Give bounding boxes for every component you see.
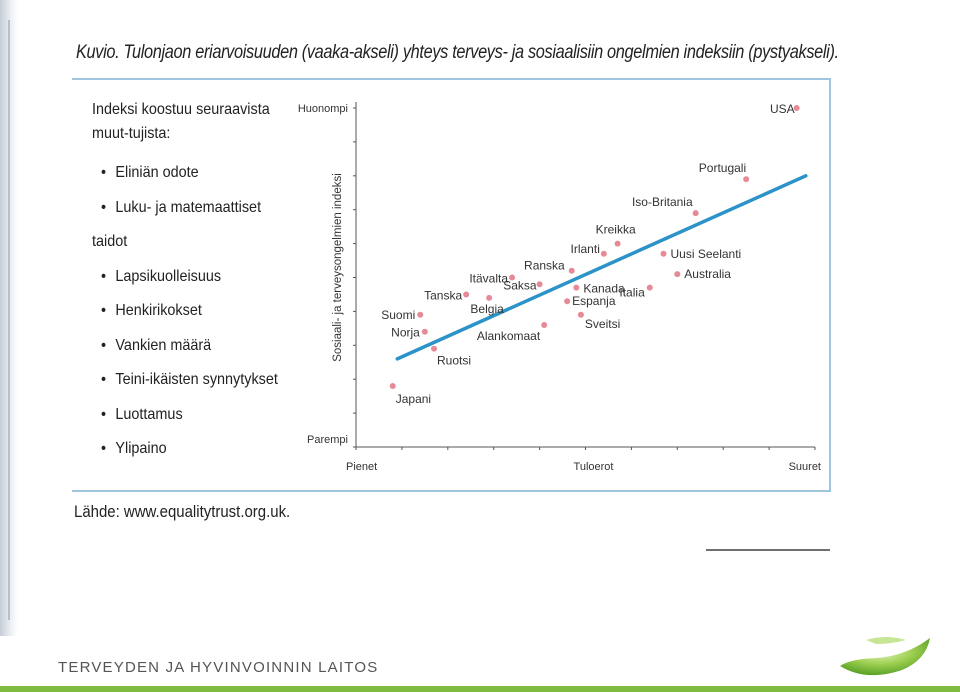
data-point-label: Australia [684, 267, 731, 281]
data-point-label: USA [770, 102, 795, 116]
index-item-continuation: taidot [92, 225, 286, 260]
data-point [389, 382, 396, 389]
data-point-label: Japani [396, 392, 431, 406]
data-point-label: Saksa [503, 278, 537, 292]
figure-frame [72, 78, 831, 492]
data-point [793, 105, 800, 111]
data-point-label: Sveitsi [585, 317, 620, 331]
data-point-label: Uusi Seelanti [671, 247, 742, 261]
data-point-label: Tanska [424, 288, 462, 302]
data-point [463, 291, 470, 298]
bullet: • [101, 267, 107, 285]
index-item-label: Eliniän odote [115, 164, 199, 181]
x-tick-label-right: Suuret [789, 461, 821, 473]
data-point [564, 298, 571, 305]
bullet: • [101, 198, 107, 216]
data-point-label: Iso-Britania [632, 195, 693, 209]
data-point [541, 321, 548, 328]
trend-line [395, 174, 808, 361]
trend-line-group [395, 174, 808, 361]
x-axis-title: Tuloerot [574, 461, 614, 473]
organization-logo-icon [840, 637, 930, 676]
index-item: • Vankien määrä [92, 329, 286, 364]
index-item-label: taidot [92, 233, 128, 250]
data-point-label: Ranska [524, 259, 565, 273]
data-point-label: Itävalta [469, 272, 508, 286]
index-item: • Eliniän odote [92, 156, 286, 191]
chart-axes: Huonompi Parempi Pienet Suuret Tuloerot Sosia… [298, 102, 821, 473]
data-labels: USA Portugali Iso-Britania Kreikka Irlanti Uu… [381, 102, 794, 406]
data-point-label: Portugali [699, 161, 746, 175]
index-item-label: Ylipaino [115, 440, 167, 457]
data-point [646, 284, 653, 291]
data-point [577, 311, 584, 318]
y-tick-label-top: Huonompi [298, 103, 348, 115]
index-item-label: Teini-ikäisten synnytykset [115, 371, 278, 388]
data-point [568, 267, 575, 274]
bullet: • [101, 164, 107, 181]
index-item: • Henkirikokset [92, 294, 286, 329]
index-item-label: Vankien määrä [115, 336, 212, 354]
data-point [573, 284, 580, 291]
index-item: • Luku- ja matemaattiset [92, 191, 286, 226]
data-point [614, 240, 621, 247]
data-point [417, 311, 424, 318]
index-item: • Lapsikuolleisuus [92, 260, 286, 295]
data-point-label: Irlanti [571, 242, 600, 256]
data-point [486, 294, 493, 301]
data-points [389, 105, 800, 389]
footer-bar [0, 686, 960, 692]
data-point [660, 250, 667, 257]
scan-edge-line [8, 20, 10, 620]
data-point-label: Kanada [583, 282, 625, 296]
scan-edge [0, 0, 18, 636]
data-point [421, 328, 428, 335]
data-point [431, 345, 438, 352]
data-point-label: Suomi [381, 308, 415, 322]
data-point [674, 271, 681, 278]
data-point [509, 274, 516, 281]
source-note: Lähde: www.equalitytrust.org.uk. [74, 502, 291, 521]
data-point [536, 281, 543, 288]
data-point-label: Espanja [572, 294, 616, 308]
index-item: • Teini-ikäisten synnytykset [92, 363, 286, 398]
bullet: • [101, 405, 107, 423]
index-item-label: Luottamus [115, 405, 183, 423]
bullet: • [101, 336, 107, 354]
organization-name: TERVEYDEN JA HYVINVOINNIN LAITOS [58, 659, 379, 676]
bullet: • [101, 302, 107, 319]
data-point-label: Norja [391, 326, 420, 340]
index-item-label: Lapsikuolleisuus [115, 267, 222, 285]
index-item-label: Luku- ja matemaattiset [115, 198, 262, 216]
index-description: Indeksi koostuu seuraavista muut-tujista… [92, 98, 286, 467]
y-axis-title: Sosiaali- ja terveysongelmien indeksi [332, 173, 344, 362]
index-item: • Luottamus [92, 398, 286, 433]
data-point-label: Italia [619, 286, 645, 300]
data-point-label: Ruotsi [437, 354, 471, 368]
index-item: • Ylipaino [92, 432, 286, 467]
data-point [743, 176, 750, 183]
bullet: • [101, 440, 107, 457]
x-tick-label-left: Pienet [346, 461, 377, 473]
data-point-label: Belgia [470, 302, 504, 316]
bullet: • [101, 371, 107, 388]
index-item-label: Henkirikokset [115, 302, 202, 319]
data-point-label: Kreikka [596, 223, 636, 237]
data-point [600, 250, 607, 257]
figure-title: Kuvio. Tulonjaon eriarvoisuuden (vaaka-a… [76, 42, 839, 63]
index-intro: Indeksi koostuu seuraavista muut-tujista… [92, 101, 270, 142]
data-point [692, 210, 699, 217]
y-tick-label-bottom: Parempi [307, 434, 348, 446]
divider [706, 549, 830, 551]
data-point-label: Alankomaat [477, 329, 541, 343]
